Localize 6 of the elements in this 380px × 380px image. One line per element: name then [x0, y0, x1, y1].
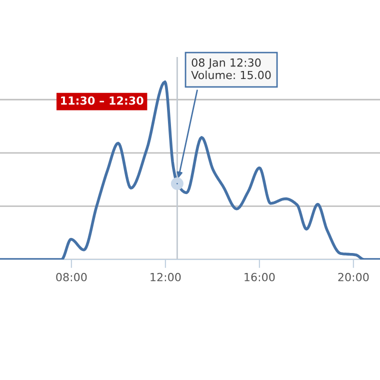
- annotation: 08 Jan 12:30 Volume: 15.00: [191, 58, 271, 80]
- x-tick-label: 12:00: [150, 272, 181, 282]
- x-tick-label: 16:00: [244, 272, 275, 282]
- x-tick-label: 20:00: [338, 272, 369, 282]
- x-tick-label: 08:00: [56, 272, 87, 282]
- annotation: 11:30 – 12:30: [61, 96, 144, 105]
